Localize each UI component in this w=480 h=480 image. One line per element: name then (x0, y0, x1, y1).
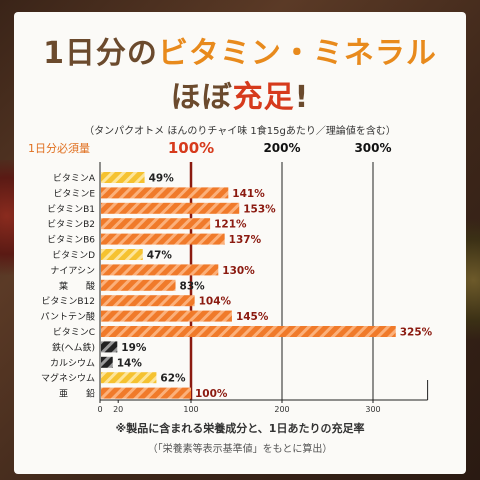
bar-value-label: 145% (236, 311, 269, 323)
x-tick-label: 0 (97, 405, 102, 414)
bar (101, 295, 195, 307)
bar-value-label: 47% (147, 250, 173, 262)
category-label: ビタミンB12 (41, 296, 95, 307)
bar (101, 233, 225, 245)
bar-value-label: 141% (232, 188, 265, 200)
x-tick-label: 200 (274, 405, 289, 414)
footer-note: ※製品に含まれる栄養成分と、1日あたりの充足率 (115, 422, 365, 435)
category-label: 鉄(ヘム鉄) (52, 341, 95, 353)
title-part2: ビタミン・ミネラル (157, 36, 437, 71)
category-label: ナイアシン (50, 265, 95, 276)
footer-source: （「栄養素等表示基準値」をもとに算出） (147, 444, 333, 455)
title2-part3: ! (294, 80, 310, 115)
title2-part2: 充足 (232, 80, 295, 115)
bar-value-label: 83% (180, 280, 206, 292)
x-tick-label: 100 (183, 405, 198, 414)
content-panel (14, 12, 466, 474)
bar (101, 202, 240, 214)
bar (101, 279, 176, 291)
top-scale-label: 200% (263, 141, 300, 155)
category-label: ビタミンD (52, 250, 95, 261)
category-label: ビタミンA (53, 173, 96, 184)
top-scale-label: 100% (168, 139, 214, 157)
top-scale-label: 1日分必須量 (28, 142, 90, 155)
bar (101, 187, 229, 199)
category-label: ビタミンB1 (47, 204, 95, 215)
bar-value-label: 14% (117, 357, 143, 369)
top-scale-label: 300% (354, 141, 391, 155)
bar-value-label: 130% (222, 265, 255, 277)
product-note: （タンパクオトメ ほんのりチャイ味 1食15gあたり／理論値を含む） (84, 126, 396, 137)
page-title: 1日分のビタミン・ミネラル (0, 28, 480, 72)
category-label: 亜 鉛 (59, 388, 95, 400)
bar (101, 249, 143, 260)
bar-value-label: 137% (229, 234, 262, 246)
bar-value-label: 153% (243, 203, 276, 215)
category-label: ビタミンE (53, 188, 95, 199)
bar (101, 356, 113, 368)
bar-value-label: 62% (160, 373, 186, 385)
bar-value-label: 121% (214, 219, 247, 231)
bar-value-label: 100% (195, 388, 228, 400)
bar (101, 310, 232, 322)
bar-value-label: 49% (149, 173, 175, 185)
bar (101, 264, 219, 276)
bar-value-label: 104% (199, 296, 232, 308)
category-label: 葉 酸 (59, 280, 95, 292)
bar-value-label: 19% (121, 342, 147, 354)
title-part1: 1日分の (43, 36, 158, 71)
bar (101, 372, 157, 384)
x-tick-label: 20 (113, 405, 123, 414)
category-label: ビタミンB6 (47, 235, 95, 246)
page-subtitle: ほぼ充足! (0, 72, 480, 116)
bar (101, 218, 211, 230)
category-label: パントテン酸 (41, 312, 95, 323)
bar (101, 341, 118, 353)
category-label: マグネシウム (41, 372, 95, 384)
bar (101, 172, 145, 183)
bar (101, 387, 191, 399)
bar-value-label: 325% (400, 327, 433, 339)
x-tick-label: 300 (365, 405, 380, 414)
category-label: カルシウム (50, 358, 95, 369)
bar (101, 326, 396, 337)
category-label: ビタミンB2 (47, 219, 95, 230)
title2-part1: ほぼ (170, 80, 233, 115)
category-label: ビタミンC (53, 327, 95, 338)
